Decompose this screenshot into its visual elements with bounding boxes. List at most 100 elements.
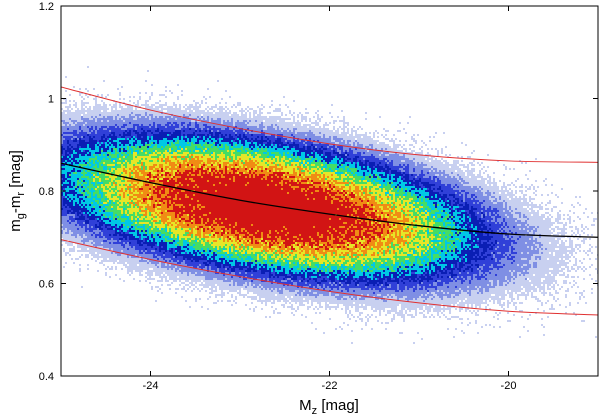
- density-cell: [179, 168, 181, 170]
- density-cell: [95, 140, 97, 142]
- density-cell: [435, 132, 437, 134]
- density-cell: [151, 112, 153, 114]
- density-cell: [227, 154, 229, 156]
- density-cell: [85, 102, 87, 104]
- density-cell: [107, 158, 109, 160]
- density-cell: [133, 162, 135, 164]
- density-cell: [299, 128, 301, 130]
- density-cell: [139, 134, 141, 136]
- density-cell: [157, 162, 159, 164]
- density-cell: [343, 126, 345, 128]
- density-cell: [115, 134, 117, 136]
- density-cell: [409, 148, 411, 150]
- density-cell: [269, 112, 271, 114]
- density-cell: [77, 160, 79, 162]
- density-cell: [159, 146, 161, 148]
- density-cell: [309, 128, 311, 130]
- density-cell: [311, 148, 313, 150]
- density-cell: [243, 140, 245, 142]
- density-cell: [73, 112, 75, 114]
- density-cell: [339, 142, 341, 144]
- density-cell: [93, 138, 95, 140]
- density-cell: [357, 156, 359, 158]
- density-cell: [233, 124, 235, 126]
- density-cell: [253, 166, 255, 168]
- density-cell: [91, 124, 93, 126]
- density-cell: [71, 168, 73, 170]
- density-cell: [91, 146, 93, 148]
- density-cell: [243, 162, 245, 164]
- density-cell: [169, 160, 171, 162]
- density-cell: [269, 144, 271, 146]
- density-cell: [413, 156, 415, 158]
- density-cell: [153, 136, 155, 138]
- density-cell: [399, 158, 401, 160]
- density-cell: [81, 146, 83, 148]
- density-cell: [235, 154, 237, 156]
- density-cell: [435, 158, 437, 160]
- density-cell: [141, 148, 143, 150]
- density-cell: [91, 152, 93, 154]
- density-cell: [383, 164, 385, 166]
- density-cell: [135, 140, 137, 142]
- density-cell: [365, 138, 367, 140]
- density-cell: [291, 158, 293, 160]
- density-cell: [119, 144, 121, 146]
- density-cell: [293, 154, 295, 156]
- density-cell: [351, 140, 353, 142]
- density-cell: [177, 148, 179, 150]
- density-cell: [177, 164, 179, 166]
- density-cell: [269, 126, 271, 128]
- density-cell: [159, 138, 161, 140]
- density-cell: [389, 148, 391, 150]
- density-cell: [265, 128, 267, 130]
- density-cell: [225, 118, 227, 120]
- density-cell: [133, 154, 135, 156]
- density-cell: [353, 166, 355, 168]
- density-cell: [325, 124, 327, 126]
- density-cell: [141, 146, 143, 148]
- density-cell: [417, 164, 419, 166]
- density-cell: [377, 154, 379, 156]
- density-cell: [167, 164, 169, 166]
- density-cell: [225, 154, 227, 156]
- density-cell: [291, 160, 293, 162]
- density-cell: [107, 108, 109, 110]
- density-cell: [63, 102, 65, 104]
- density-cell: [181, 134, 183, 136]
- density-cell: [169, 132, 171, 134]
- density-cell: [263, 124, 265, 126]
- density-cell: [375, 158, 377, 160]
- density-cell: [235, 168, 237, 170]
- density-cell: [81, 152, 83, 154]
- density-cell: [235, 144, 237, 146]
- density-cell: [365, 154, 367, 156]
- density-cell: [135, 138, 137, 140]
- density-cell: [441, 152, 443, 154]
- density-cell: [313, 168, 315, 170]
- density-cell: [307, 130, 309, 132]
- density-cell: [169, 164, 171, 166]
- density-cell: [373, 136, 375, 138]
- density-cell: [167, 116, 169, 118]
- density-cell: [337, 154, 339, 156]
- density-cell: [123, 118, 125, 120]
- density-cell: [77, 162, 79, 164]
- density-cell: [241, 158, 243, 160]
- density-cell: [115, 154, 117, 156]
- density-cell: [91, 130, 93, 132]
- density-cell: [185, 164, 187, 166]
- density-cell: [287, 146, 289, 148]
- density-cell: [195, 164, 197, 166]
- density-cell: [293, 164, 295, 166]
- density-cell: [251, 136, 253, 138]
- density-cell: [387, 130, 389, 132]
- density-cell: [303, 124, 305, 126]
- density-cell: [111, 166, 113, 168]
- density-cell: [241, 152, 243, 154]
- density-cell: [377, 148, 379, 150]
- density-cell: [253, 114, 255, 116]
- density-cell: [189, 158, 191, 160]
- density-cell: [389, 146, 391, 148]
- density-cell: [215, 114, 217, 116]
